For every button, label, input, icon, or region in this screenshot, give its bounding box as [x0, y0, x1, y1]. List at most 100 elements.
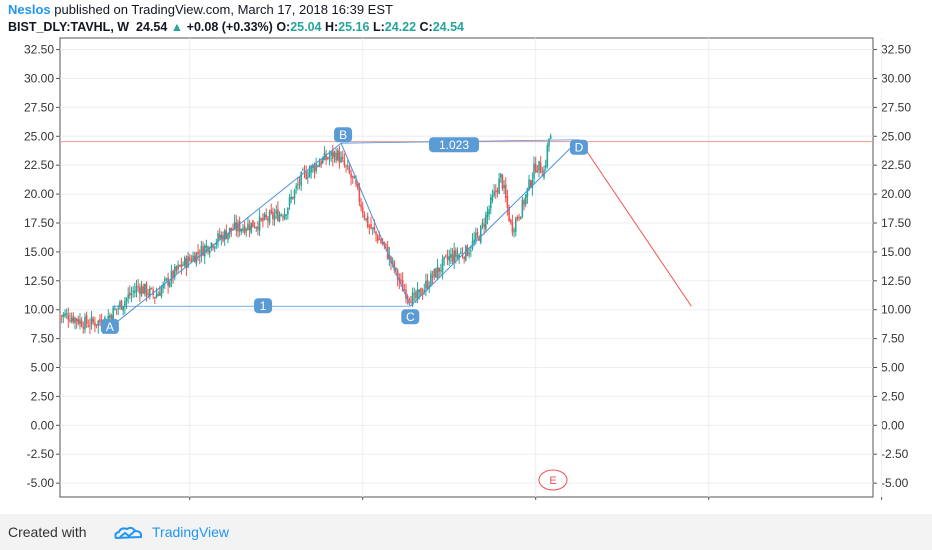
candle-body	[172, 270, 174, 279]
plot-frame	[59, 37, 874, 498]
open-label: O:	[276, 20, 291, 34]
candle-body	[518, 217, 520, 219]
pattern-point-label[interactable]: B	[334, 127, 353, 143]
candle-body	[413, 293, 416, 295]
candle-body	[524, 194, 527, 205]
pattern-leg	[409, 139, 580, 307]
candle-body	[509, 219, 512, 223]
last-price: 24.54	[136, 20, 168, 34]
candle-body	[536, 170, 539, 173]
candle-body	[107, 315, 110, 322]
candle-body	[180, 263, 183, 268]
candle-body	[310, 165, 312, 173]
y-tick-label-left: 15.00	[24, 245, 54, 259]
candle-body	[120, 300, 123, 310]
candle-body	[496, 190, 499, 193]
candle-body	[425, 281, 427, 289]
candle-body	[371, 227, 374, 229]
high-value: 25.16	[338, 20, 370, 34]
candle-body	[117, 307, 120, 309]
candle-body	[210, 242, 213, 249]
pattern-point-label[interactable]: D	[569, 139, 588, 155]
candle-body	[331, 150, 334, 159]
candle-body	[240, 229, 243, 232]
candle-body	[145, 283, 148, 296]
candle-body	[152, 289, 154, 295]
candle-body	[293, 190, 296, 199]
candle-body	[488, 208, 490, 214]
candle-body	[503, 185, 505, 189]
pattern-point-label[interactable]: 1.023	[429, 137, 480, 153]
candle-body	[403, 289, 406, 291]
candle-body	[242, 228, 244, 231]
candle-body	[230, 227, 233, 231]
high-label: H:	[324, 20, 339, 34]
candle-body	[268, 212, 271, 223]
candle-body	[282, 216, 284, 218]
candle-body	[228, 227, 231, 235]
candle-body	[248, 225, 251, 231]
candle-body	[243, 225, 246, 234]
candle-body	[338, 151, 341, 164]
candle-body	[438, 267, 441, 272]
candle-body	[391, 260, 394, 262]
candle-body	[275, 210, 278, 215]
candle-body	[355, 179, 357, 185]
y-tick-label-left: 17.50	[24, 216, 54, 230]
candle-body	[114, 308, 116, 310]
tradingview-brand[interactable]: TradingView	[152, 524, 230, 540]
candle-body	[466, 246, 469, 256]
candle-body	[80, 320, 83, 327]
label-text: D	[575, 141, 584, 155]
y-tick-label-right: 25.00	[881, 129, 911, 143]
pattern-point-label[interactable]: 1	[254, 298, 273, 314]
pattern-point-label[interactable]: A	[100, 318, 119, 334]
candle-body	[223, 230, 226, 240]
candle-body	[430, 273, 432, 286]
pattern-point-label[interactable]: C	[401, 309, 420, 325]
candle-body	[308, 170, 311, 177]
projection-point-label[interactable]: E	[538, 469, 568, 491]
candle-body	[396, 270, 399, 280]
candle-body	[185, 258, 188, 268]
candle-body	[192, 255, 194, 261]
candle-body	[381, 242, 384, 245]
candle-body	[516, 216, 519, 220]
candle-body	[501, 174, 504, 189]
candle-body	[72, 315, 75, 323]
candle-body	[368, 226, 371, 228]
candle-body	[175, 266, 178, 271]
candle-body	[187, 256, 189, 268]
candle-body	[514, 218, 517, 232]
candle-body	[416, 289, 419, 299]
candle-body	[188, 257, 191, 260]
candle-body	[218, 234, 221, 239]
candle-body	[130, 293, 133, 295]
label-box	[429, 137, 480, 153]
candle-body	[460, 252, 462, 254]
label-box	[254, 298, 273, 314]
y-tick-label-right: -2.50	[881, 447, 909, 461]
candle-body	[410, 301, 412, 304]
author-link[interactable]: Neslos	[8, 2, 51, 17]
candle-body	[548, 138, 550, 147]
y-tick-label-right: 2.50	[881, 389, 905, 403]
symbol-info: BIST_DLY:TAVHL, W 24.54 ▲ +0.08 (+0.33%)…	[8, 20, 464, 34]
candle-body	[385, 243, 387, 246]
candle-body	[415, 291, 417, 299]
candle-body	[307, 177, 309, 179]
candle-body	[158, 292, 161, 296]
candle-body	[302, 169, 304, 171]
pattern-leg	[340, 143, 411, 307]
candle-body	[75, 318, 78, 322]
candle-body	[260, 218, 263, 220]
candle-body	[208, 250, 211, 254]
candle-body	[60, 315, 63, 317]
candle-body	[534, 163, 537, 172]
candle-body	[538, 160, 540, 171]
candle-body	[317, 165, 319, 167]
chart-area[interactable]: 32.50 32.50 30.00 30.00 27.50 27.50 25.00 25.00…	[0, 36, 932, 500]
candle-body	[177, 264, 179, 270]
price-chart[interactable]: 32.50 32.50 30.00 30.00 27.50 27.50 25.00 25.00…	[0, 36, 932, 500]
candle-body	[203, 246, 206, 257]
